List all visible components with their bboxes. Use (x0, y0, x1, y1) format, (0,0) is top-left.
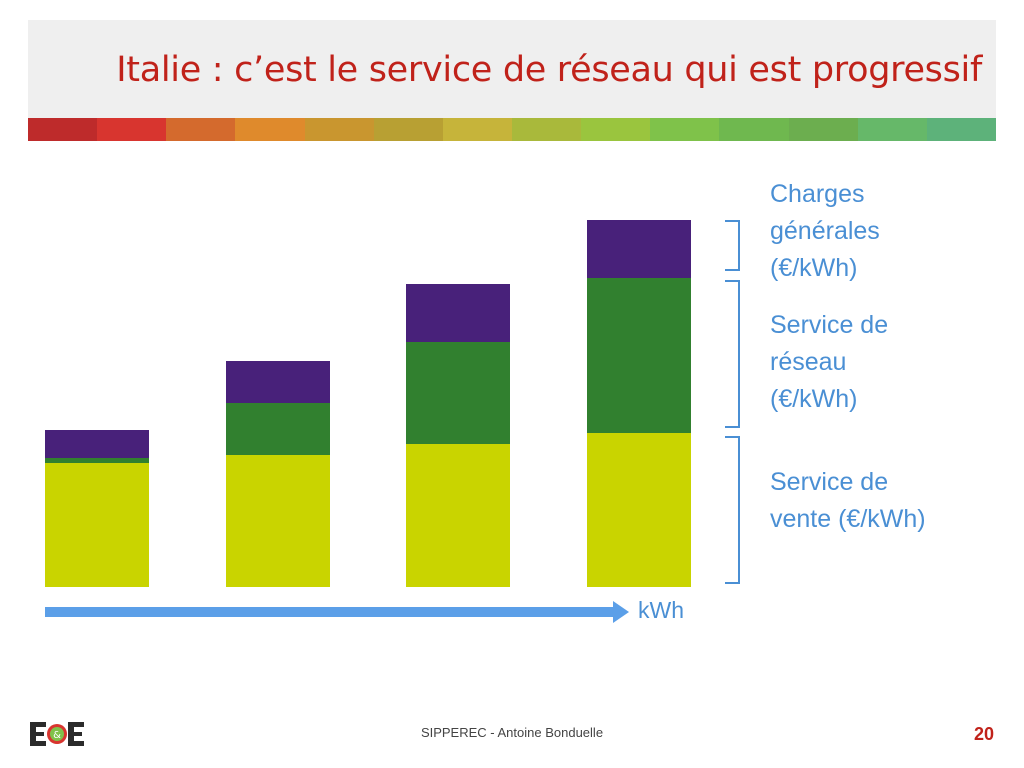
footer-text: SIPPEREC - Antoine Bonduelle (420, 725, 604, 740)
stripe-segment (581, 118, 651, 141)
stripe-segment (304, 118, 374, 141)
legend-label-service-de-vente: Service de vente (€/kWh) (770, 468, 926, 533)
stripe-segment (926, 118, 996, 141)
e-and-e-logo: & (28, 720, 86, 748)
stripe-segment (373, 118, 443, 141)
bar-4-reseau (587, 278, 691, 433)
x-axis-label: kWh (638, 597, 684, 623)
stripe-segment (97, 118, 167, 141)
bar-3-vente (406, 444, 510, 587)
page-number: 20 (973, 724, 994, 744)
stripe-segment (719, 118, 789, 141)
stripe-segment (650, 118, 720, 141)
stripe-segment (511, 118, 582, 141)
bar-2-vente (226, 455, 330, 587)
stripe-segment (857, 118, 927, 141)
legend-label-service-de-reseau: Service de réseau (€/kWh) (770, 311, 889, 413)
stripe-segment (166, 118, 236, 141)
color-stripe (28, 118, 996, 141)
bar-2-charges (226, 361, 330, 403)
title-band: Italie : c’est le service de réseau qui … (28, 20, 996, 118)
bar-3-charges (406, 284, 510, 342)
stripe-segment (28, 118, 98, 141)
bar-4-charges (587, 220, 691, 278)
stripe-segment (788, 118, 858, 141)
kwh-arrow-head (613, 601, 629, 623)
kwh-arrow-shaft (45, 607, 615, 617)
slide-title: Italie : c’est le service de réseau qui … (116, 50, 982, 90)
legend-bracket-3 (725, 436, 740, 584)
legend-label-charges-generales: Charges générales (€/kWh) (770, 180, 880, 282)
bar-3-reseau (406, 342, 510, 444)
bar-4-vente (587, 433, 691, 587)
bar-2-reseau (226, 403, 330, 455)
legend-bracket-1 (725, 220, 740, 271)
legend-bracket-2 (725, 280, 740, 428)
svg-text:&: & (53, 730, 61, 741)
stripe-segment (442, 118, 512, 141)
bar-1-reseau (45, 458, 149, 463)
stripe-segment (235, 118, 305, 141)
bar-1-vente (45, 463, 149, 587)
bar-1-charges (45, 430, 149, 458)
